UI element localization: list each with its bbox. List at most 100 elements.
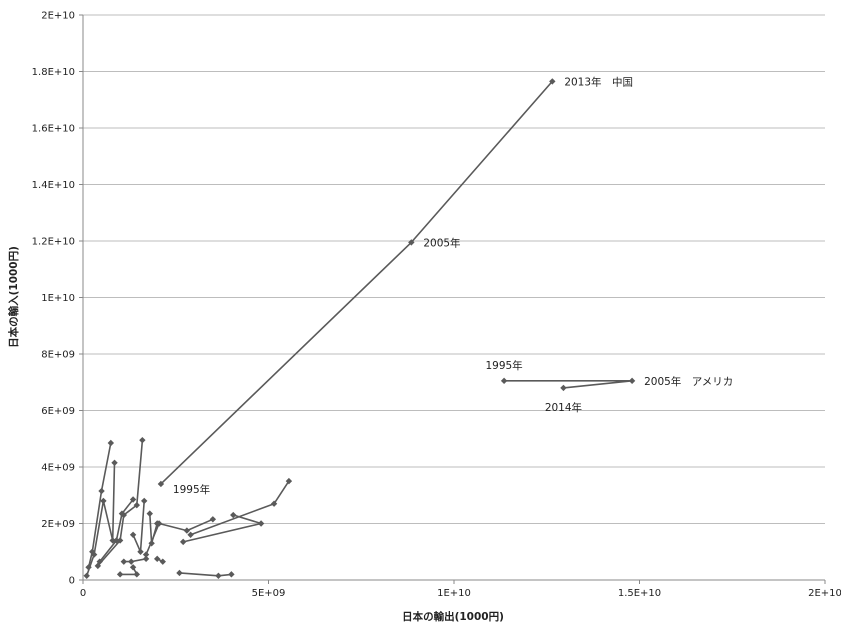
series-line bbox=[179, 572, 232, 577]
data-point bbox=[120, 558, 128, 565]
data-point bbox=[83, 572, 90, 579]
series-line bbox=[123, 558, 147, 563]
data-point bbox=[628, 377, 636, 385]
series-line bbox=[99, 499, 134, 563]
data-point bbox=[146, 510, 153, 517]
x-axis-title: 日本の輸出(1000円) bbox=[402, 610, 504, 623]
x-tick-label: 5E+09 bbox=[252, 588, 286, 599]
data-point bbox=[285, 477, 293, 485]
y-tick-label: 0 bbox=[69, 576, 75, 587]
series-group bbox=[83, 459, 118, 579]
y-tick-label: 1E+10 bbox=[41, 293, 75, 304]
data-point bbox=[90, 551, 98, 558]
series-line bbox=[160, 80, 553, 485]
data-point bbox=[215, 572, 222, 579]
data-point bbox=[142, 551, 150, 558]
axes bbox=[79, 14, 826, 584]
series-line bbox=[145, 518, 214, 555]
y-tick-label: 6E+09 bbox=[41, 406, 75, 417]
y-tick-label: 2E+09 bbox=[41, 519, 75, 530]
y-tick-label: 1.6E+10 bbox=[32, 124, 75, 135]
annotations: 1995年 2005年 2013年 中国 1995年 2005年 アメリカ 2014年 bbox=[173, 75, 733, 496]
series-group bbox=[157, 78, 556, 488]
data-point bbox=[230, 511, 237, 519]
annotation-label: 2013年 中国 bbox=[564, 75, 633, 88]
tick-labels: 0 2E+09 4E+09 6E+09 8E+09 1E+10 1.2E+10 1.4E+10… bbox=[32, 11, 841, 600]
annotation-label: 2005年 アメリカ bbox=[644, 375, 733, 388]
series-group bbox=[116, 564, 140, 578]
data-point bbox=[187, 531, 194, 538]
data-point bbox=[155, 520, 163, 527]
x-tick-label: 2E+10 bbox=[808, 588, 841, 599]
data-point bbox=[142, 555, 150, 563]
series-group bbox=[129, 497, 148, 555]
data-point bbox=[133, 571, 140, 578]
y-tick-label: 1.4E+10 bbox=[32, 180, 75, 191]
data-point bbox=[154, 555, 161, 563]
y-tick-label: 4E+09 bbox=[41, 463, 75, 474]
series-group bbox=[142, 516, 217, 558]
data-point bbox=[176, 569, 183, 577]
series-line bbox=[132, 500, 145, 553]
data-point bbox=[133, 501, 140, 509]
series-group bbox=[187, 477, 293, 538]
series-group bbox=[120, 555, 150, 565]
data-point bbox=[111, 459, 118, 466]
data-point bbox=[128, 558, 135, 565]
y-tick-label: 1.2E+10 bbox=[32, 237, 75, 248]
data-point bbox=[113, 537, 120, 544]
data-point bbox=[96, 558, 103, 565]
data-point bbox=[183, 527, 191, 534]
data-point bbox=[257, 520, 265, 527]
data-point bbox=[98, 487, 105, 495]
y-tick-label: 1.8E+10 bbox=[32, 67, 75, 78]
data-point bbox=[141, 497, 148, 505]
data-point bbox=[139, 436, 146, 444]
annotation-label: 1995年 bbox=[173, 483, 210, 496]
data-point bbox=[129, 531, 137, 538]
data-point bbox=[157, 480, 165, 488]
data-series bbox=[83, 78, 636, 579]
series-group bbox=[146, 510, 161, 547]
data-point bbox=[159, 558, 166, 565]
data-point bbox=[179, 538, 187, 546]
annotation-label: 2014年 bbox=[545, 401, 582, 414]
data-point bbox=[118, 510, 126, 517]
x-tick-label: 0 bbox=[80, 588, 86, 599]
data-point bbox=[129, 564, 137, 571]
annotation-label: 1995年 bbox=[485, 359, 522, 372]
data-point bbox=[116, 571, 124, 578]
series-group bbox=[96, 496, 137, 565]
data-point bbox=[109, 537, 116, 544]
annotation-label: 2005年 bbox=[423, 236, 460, 249]
series-line bbox=[183, 514, 262, 543]
series-group bbox=[500, 377, 636, 392]
series-group bbox=[154, 555, 166, 565]
x-tick-label: 1E+10 bbox=[437, 588, 471, 599]
grid-lines bbox=[83, 14, 825, 524]
data-point bbox=[408, 239, 415, 246]
data-point bbox=[137, 548, 144, 555]
data-point bbox=[549, 78, 556, 85]
series-line bbox=[504, 379, 633, 389]
data-point bbox=[560, 384, 567, 392]
series-group bbox=[176, 569, 235, 579]
series-group bbox=[85, 439, 115, 571]
y-axis-title: 日本の輸入(1000円) bbox=[7, 246, 20, 348]
x-tick-label: 1.5E+10 bbox=[618, 588, 661, 599]
data-point bbox=[120, 511, 128, 519]
series-line bbox=[87, 442, 112, 568]
y-tick-label: 2E+10 bbox=[41, 11, 75, 22]
data-point bbox=[270, 500, 278, 507]
series-group bbox=[94, 436, 146, 570]
series-group bbox=[179, 511, 265, 546]
data-point bbox=[209, 516, 217, 523]
data-point bbox=[500, 377, 508, 385]
data-point bbox=[129, 496, 137, 503]
data-point bbox=[116, 537, 124, 544]
data-point bbox=[228, 571, 235, 578]
data-point bbox=[107, 439, 115, 447]
y-tick-label: 8E+09 bbox=[41, 350, 75, 361]
data-point bbox=[100, 497, 107, 505]
